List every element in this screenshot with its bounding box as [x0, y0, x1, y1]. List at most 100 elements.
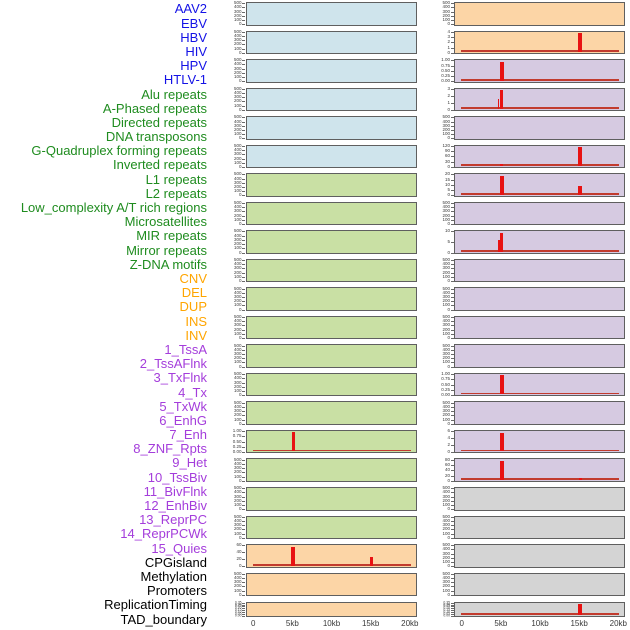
- y-tick-mark: [242, 496, 246, 498]
- track-panel: [454, 372, 625, 397]
- y-tick-mark: [242, 272, 246, 274]
- y-tick-mark: [242, 93, 246, 94]
- y-tick-label: 0: [447, 249, 450, 255]
- y-tick-label: 0: [447, 21, 450, 27]
- y-tick-mark: [450, 125, 454, 127]
- y-tick-label: 0: [447, 106, 450, 112]
- y-tick-mark: [242, 7, 246, 9]
- row-label-aav2: AAV2: [174, 1, 207, 17]
- track-panel: [454, 2, 625, 26]
- y-tick-label: 200: [442, 297, 450, 303]
- x-axis-label: 20kb: [401, 619, 419, 628]
- y-tick-mark: [242, 358, 246, 360]
- red-baseline: [461, 78, 619, 81]
- y-tick-label: 200: [233, 126, 242, 132]
- y-tick-mark: [242, 219, 246, 221]
- y-tick-mark: [242, 259, 246, 261]
- y-tick-label: 0: [238, 591, 242, 597]
- y-tick-mark: [450, 3, 454, 5]
- y-tick-mark: [242, 582, 246, 584]
- y-tick-mark: [450, 296, 454, 298]
- y-tick-mark: [450, 179, 454, 181]
- y-tick-mark: [450, 288, 454, 290]
- y-tick-mark: [450, 134, 454, 136]
- y-tick-label: 300: [442, 550, 450, 556]
- y-tick-label: 0: [447, 420, 450, 426]
- track-panel: [454, 230, 625, 254]
- y-tick-label: 100: [442, 302, 450, 308]
- y-tick-mark: [242, 24, 246, 26]
- y-tick-label: 0: [238, 477, 242, 483]
- y-tick-mark: [242, 101, 246, 103]
- row-label-dna-transposons: DNA transposons: [105, 129, 207, 145]
- y-tick-label: 200: [233, 526, 242, 532]
- y-tick-label: 60: [444, 461, 450, 467]
- y-tick-mark: [242, 545, 246, 547]
- row-label-13-reprpc: 13_ReprPC: [139, 512, 207, 528]
- y-tick-label: 0: [447, 49, 450, 55]
- y-tick-mark: [242, 292, 246, 294]
- y-tick-mark: [242, 77, 246, 79]
- y-tick-label: 200: [442, 526, 450, 532]
- y-tick-label: 0.30: [443, 601, 450, 606]
- y-tick-mark: [242, 20, 246, 22]
- y-tick-label: 0: [238, 563, 242, 569]
- y-tick-label: 400: [233, 232, 242, 238]
- y-tick-label: 0: [447, 220, 450, 226]
- y-tick-label: 0: [238, 363, 242, 369]
- y-tick-label: 400: [233, 289, 242, 295]
- y-tick-label: 300: [442, 208, 450, 214]
- y-tick-label: 300: [233, 208, 242, 214]
- x-axis-label: 10kb: [531, 619, 549, 628]
- y-tick-mark: [450, 301, 454, 303]
- y-tick-label: 500: [233, 57, 242, 62]
- y-tick-mark: [450, 411, 454, 413]
- y-tick-mark: [450, 52, 454, 54]
- y-tick-mark: [450, 184, 454, 186]
- y-tick-mark: [242, 202, 246, 204]
- y-tick-label: 300: [442, 493, 450, 499]
- y-tick-label: 300: [233, 236, 242, 242]
- y-tick-label: 100: [233, 73, 242, 79]
- y-tick-mark: [450, 309, 454, 311]
- y-tick-mark: [242, 138, 246, 140]
- y-tick-mark: [242, 231, 246, 233]
- y-tick-label: 0.25: [234, 603, 242, 608]
- row-label-3-txflnk: 3_TxFlnk: [153, 370, 207, 386]
- track-panel: [454, 487, 625, 511]
- y-tick-mark: [242, 476, 246, 478]
- row-label-tad-boundary: TAD_boundary: [120, 611, 207, 627]
- y-tick-mark: [242, 44, 246, 46]
- red-spike: [578, 33, 583, 53]
- y-tick-label: 400: [442, 574, 450, 580]
- row-label-7-enh: 7_Enh: [169, 427, 207, 443]
- y-tick-mark: [242, 105, 246, 107]
- y-tick-label: 0: [447, 163, 450, 169]
- y-tick-label: 1: [447, 44, 450, 50]
- y-tick-label: 300: [233, 8, 242, 14]
- y-tick-mark: [450, 475, 454, 477]
- row-label-5-txwk: 5_TxWk: [159, 398, 207, 414]
- y-tick-mark: [450, 553, 454, 555]
- y-tick-label: 300: [442, 350, 450, 356]
- y-tick-mark: [450, 452, 454, 454]
- y-tick-mark: [242, 134, 246, 136]
- y-tick-mark: [450, 15, 454, 17]
- red-baseline: [461, 50, 619, 53]
- y-tick-mark: [242, 446, 246, 448]
- y-tick-label: 0: [238, 277, 242, 283]
- y-tick-mark: [242, 268, 246, 270]
- row-label-6-enhg: 6_EnhG: [159, 412, 207, 428]
- y-tick-label: 200: [233, 583, 242, 589]
- y-tick-label: 500: [233, 342, 242, 348]
- y-tick-mark: [450, 305, 454, 307]
- y-tick-label: 0: [238, 135, 242, 141]
- y-tick-mark: [450, 88, 454, 90]
- track-panel: [454, 173, 625, 197]
- y-tick-mark: [450, 31, 454, 33]
- y-tick-mark: [242, 301, 246, 303]
- y-tick-mark: [242, 472, 246, 474]
- y-tick-label: 2: [447, 92, 450, 98]
- y-tick-label: 0.05: [443, 611, 450, 616]
